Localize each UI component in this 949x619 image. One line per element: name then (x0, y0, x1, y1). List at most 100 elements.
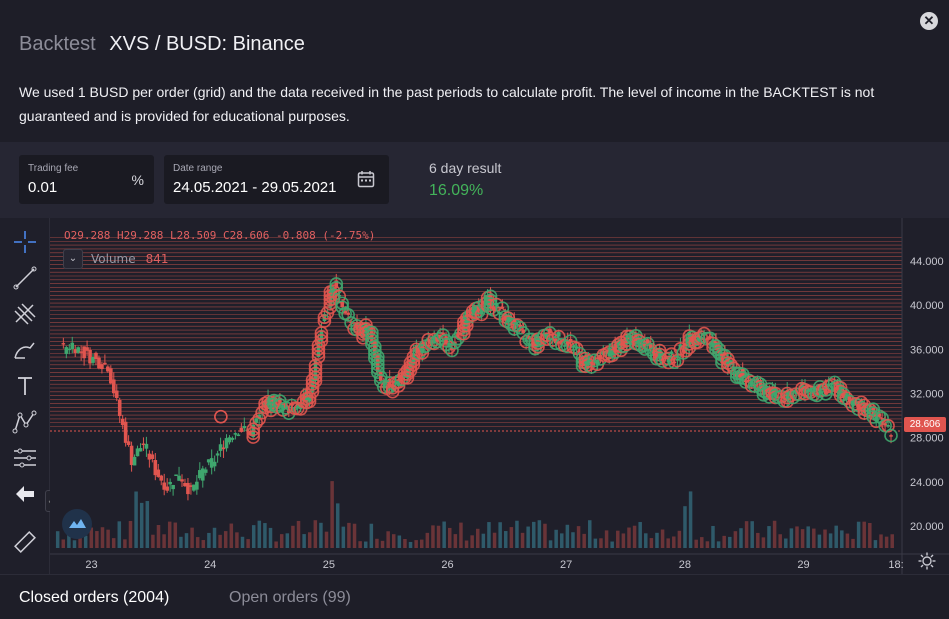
volume-bar (884, 536, 889, 548)
candle-body (859, 401, 864, 403)
order-fill-marker (252, 412, 266, 426)
candle-body (343, 310, 347, 314)
volume-bar (683, 506, 687, 548)
volume-bar (526, 526, 530, 548)
date-range-field[interactable]: Date range 24.05.2021 - 29.05.2021 (164, 155, 389, 204)
time-tick-label: 23 (85, 559, 97, 571)
volume-bar (795, 526, 799, 548)
pitchfork-icon[interactable] (11, 300, 39, 328)
volume-bar (823, 529, 827, 548)
volume-bar (285, 533, 290, 548)
settings-icon[interactable] (918, 552, 936, 570)
candle-body (180, 479, 184, 482)
candle-body (479, 309, 484, 315)
candle-body (556, 332, 561, 337)
trading-fee-label: Trading fee (28, 163, 79, 174)
order-fill-marker (531, 340, 545, 354)
order-fill-marker (329, 277, 344, 291)
volume-bar (391, 534, 396, 548)
volume-bar (711, 525, 715, 548)
candle-body (886, 424, 890, 427)
candle-body (776, 396, 781, 399)
candle-body (370, 327, 374, 345)
order-fill-marker (543, 326, 557, 340)
order-fill-marker (881, 418, 895, 433)
candle-body (809, 388, 813, 393)
volume-bar (223, 531, 228, 548)
volume-legend: ⌄ Volume 841 (63, 249, 169, 269)
volume-bar (828, 533, 833, 548)
candle-body (883, 423, 887, 426)
volume-bar (655, 532, 659, 548)
volume-bar (834, 525, 838, 548)
tab-closed-orders[interactable]: Closed orders (2004) (19, 589, 170, 606)
volume-bar (117, 521, 122, 548)
pattern-icon[interactable] (11, 408, 39, 436)
high-label: H (117, 229, 124, 242)
candle-body (171, 484, 175, 490)
candle-body (316, 339, 321, 357)
candle-body (823, 385, 828, 394)
candle-body (444, 336, 448, 345)
volume-bar (291, 525, 295, 548)
trading-fee-value[interactable]: 0.01 (28, 179, 58, 196)
volume-bar (616, 530, 620, 548)
trend-line-icon[interactable] (11, 264, 39, 292)
crosshair-icon[interactable] (11, 228, 39, 256)
text-icon[interactable] (11, 372, 39, 400)
volume-bar (447, 527, 452, 548)
volume-bar (235, 532, 239, 548)
volume-bar (307, 532, 312, 548)
volume-bar (436, 525, 441, 548)
candle-body (758, 380, 763, 389)
candle-body (438, 334, 442, 339)
close-icon[interactable]: ✕ (920, 12, 938, 30)
volume-bar (610, 541, 614, 548)
volume-bar (408, 541, 413, 548)
trading-fee-field[interactable]: Trading fee 0.01 % (19, 155, 154, 204)
price-chart[interactable]: ‹ 44.00040.00036.00032.00028.00024.00020… (0, 218, 949, 574)
backtest-params: Trading fee 0.01 % Date range 24.05.2021… (0, 142, 949, 218)
tab-open-orders[interactable]: Open orders (99) (229, 589, 351, 606)
volume-bar (806, 526, 810, 548)
candle-body (67, 348, 72, 351)
candle-body (141, 443, 146, 446)
chevron-down-icon[interactable]: ⌄ (63, 249, 83, 269)
date-range-value[interactable]: 24.05.2021 - 29.05.2021 (173, 179, 337, 196)
volume-bar (251, 525, 256, 548)
volume-bar (576, 526, 581, 548)
candle-body (740, 368, 745, 379)
candle-body (782, 400, 787, 403)
measure-icon[interactable] (11, 444, 39, 472)
order-fill-marker (371, 357, 385, 372)
candle-body (85, 347, 89, 351)
volume-bar (151, 534, 155, 548)
low-value: 28.509 (176, 229, 217, 242)
volume-bar (784, 538, 788, 548)
candle-body (378, 371, 383, 381)
order-fill-marker (214, 409, 228, 424)
candle-body (574, 346, 579, 349)
volume-bar (167, 521, 172, 548)
tradingview-logo-icon[interactable] (62, 509, 92, 539)
volume-bar (621, 533, 626, 548)
volume-bar (750, 521, 754, 548)
candle-body (568, 338, 573, 342)
candle-body (714, 341, 718, 350)
candle-body (491, 306, 496, 310)
candle-body (476, 304, 481, 312)
volume-bar (728, 536, 732, 548)
order-fill-marker (415, 346, 430, 360)
back-arrow-icon[interactable] (11, 480, 39, 508)
candlestick-plot[interactable]: 44.000 40.000 36.000 32.000 28.000 24.000 20.0… (50, 218, 949, 574)
candle-body (144, 443, 149, 449)
calendar-icon[interactable] (357, 170, 375, 188)
time-tick-label: 24 (204, 559, 216, 571)
brush-icon[interactable] (11, 336, 39, 364)
candle-body (675, 358, 680, 361)
volume-bar (397, 535, 402, 548)
candle-body (565, 340, 570, 347)
candle-body (239, 427, 244, 432)
ruler-icon[interactable] (11, 528, 39, 556)
price-tick-label: 40.000 (910, 300, 944, 312)
